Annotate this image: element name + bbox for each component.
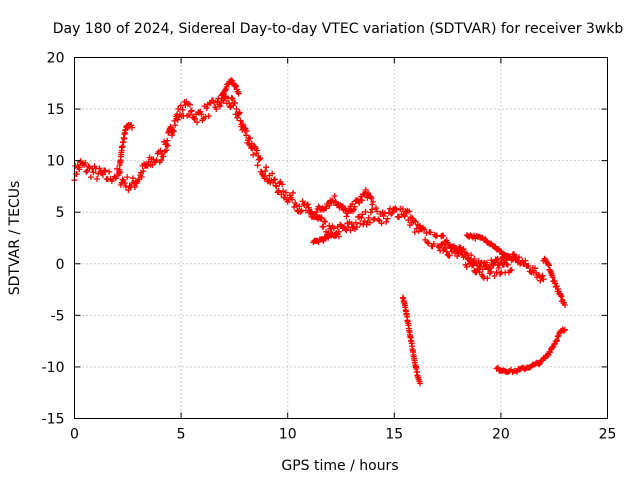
point-markers (540, 255, 568, 308)
series-low-arc-20h (493, 326, 568, 376)
series-late-drop-22h (540, 255, 568, 308)
data-points (71, 77, 568, 387)
series-upper-branch-12h (306, 186, 376, 220)
y-tick-label: 15 (47, 102, 65, 118)
point-markers (493, 326, 568, 376)
x-axis-label: GPS time / hours (281, 458, 398, 474)
y-tick-label: -15 (42, 412, 65, 428)
series-low-branch-11h (310, 228, 342, 246)
series-upper-tail-19h (463, 232, 521, 264)
y-tick-label: 5 (56, 205, 65, 221)
series-drop-15h (399, 294, 423, 387)
point-markers (310, 228, 342, 246)
point-markers (306, 186, 376, 220)
series-spike-2-5h (116, 121, 136, 175)
series-main-trace (71, 91, 515, 282)
point-markers (463, 232, 521, 264)
x-tick-label: 15 (385, 427, 403, 443)
point-markers (218, 77, 242, 102)
plot-frame (74, 57, 608, 419)
chart-title: Day 180 of 2024, Sidereal Day-to-day VTE… (53, 21, 624, 37)
y-tick-label: -5 (51, 308, 65, 324)
point-markers (399, 294, 423, 387)
point-markers (116, 121, 136, 175)
series-spike-7-3h (218, 77, 242, 102)
y-axis-label: SDTVAR / TECUs (7, 181, 23, 296)
y-tick-label: -10 (42, 360, 65, 376)
grid-lines (74, 57, 608, 419)
x-tick-label: 25 (599, 427, 617, 443)
x-tick-label: 5 (177, 427, 186, 443)
y-tick-label: 20 (47, 51, 65, 67)
x-tick-label: 20 (492, 427, 510, 443)
axis-ticks: 0 5 10 15 20 25 -15 -10 -5 0 5 10 15 20 (42, 51, 617, 443)
x-tick-label: 10 (279, 427, 297, 443)
point-markers (71, 91, 515, 282)
y-tick-label: 0 (56, 257, 65, 273)
y-tick-label: 10 (47, 154, 65, 170)
x-tick-label: 0 (70, 427, 79, 443)
